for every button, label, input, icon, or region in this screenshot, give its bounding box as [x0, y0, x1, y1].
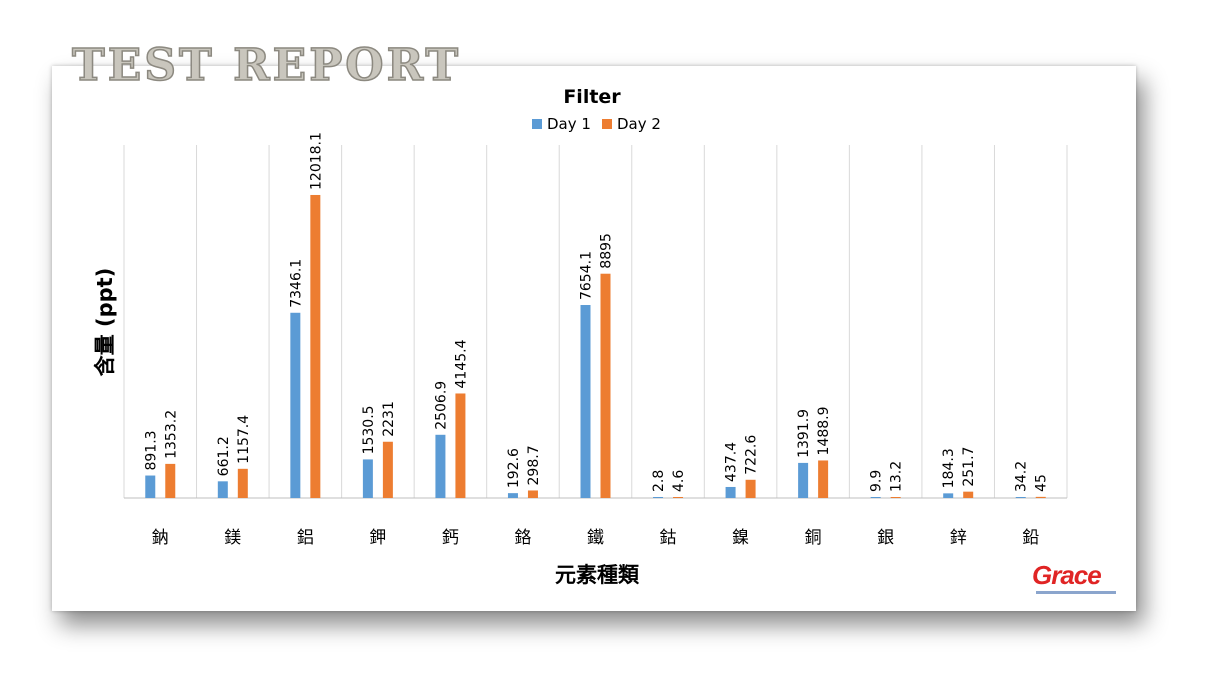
bar-day1	[725, 486, 736, 498]
gridlines	[123, 145, 1068, 499]
watermark-text: TEST REPORT	[71, 39, 462, 92]
value-label: 437.4	[724, 442, 740, 482]
value-label: 13.2	[889, 461, 905, 492]
value-label: 1353.2	[163, 410, 179, 459]
value-labels: 891.3 1353.2 661.2 1157.4 7346.1 12018.1 1530.…	[143, 132, 1049, 492]
value-label: 8895	[599, 233, 615, 269]
value-label: 1157.4	[236, 415, 252, 464]
legend: Day 1 Day 2	[532, 115, 661, 133]
value-label: 2231	[381, 401, 397, 437]
bar-day1	[290, 312, 301, 498]
value-label: 891.3	[143, 430, 159, 470]
category-labels: 鈉鎂鋁鉀鈣鉻鐵鈷鎳銅銀鋅鉛	[152, 528, 1039, 548]
value-label: 1488.9	[816, 406, 832, 455]
category-label: 鉛	[1022, 528, 1039, 548]
category-label: 鎂	[224, 528, 241, 548]
value-label: 2506.9	[433, 381, 449, 430]
value-label: 34.2	[1014, 461, 1030, 492]
bar-day1	[798, 462, 809, 498]
bar-day2	[600, 273, 611, 498]
bar-day2	[310, 194, 321, 498]
bar-day1	[217, 481, 228, 498]
category-label: 鐵	[587, 528, 604, 548]
bars	[145, 194, 1046, 498]
value-label: 298.7	[526, 445, 542, 485]
value-label: 251.7	[961, 447, 977, 487]
value-label: 184.3	[941, 448, 957, 488]
bar-day2	[165, 463, 176, 498]
legend-label: Day 2	[617, 115, 661, 133]
chart-title: Filter	[563, 86, 621, 108]
category-label: 鋁	[297, 528, 314, 548]
bar-day2	[237, 468, 248, 498]
bar-day2	[455, 393, 466, 498]
category-label: 鋅	[950, 528, 967, 548]
bar-day2	[1035, 496, 1046, 498]
value-label: 4145.4	[453, 339, 469, 388]
value-label: 12018.1	[308, 132, 324, 190]
category-label: 銀	[877, 528, 894, 548]
value-label: 1530.5	[361, 405, 377, 454]
bar-day1	[580, 305, 591, 498]
value-label: 45	[1034, 474, 1050, 492]
bar-day2	[745, 479, 756, 498]
legend-label: Day 1	[547, 115, 591, 133]
value-label: 7346.1	[288, 259, 304, 308]
legend-swatch	[532, 119, 542, 129]
category-label: 鈣	[442, 528, 459, 548]
x-axis-title: 元素種類	[555, 563, 640, 587]
value-label: 1391.9	[796, 409, 812, 458]
category-label: 銅	[805, 528, 822, 548]
bar-day1	[507, 493, 518, 498]
value-label: 722.6	[744, 435, 760, 475]
value-label: 4.6	[671, 470, 687, 492]
grace-logo: Grace	[1032, 560, 1120, 600]
value-label: 192.6	[506, 448, 522, 488]
bar-day1	[145, 475, 156, 498]
bar-day1	[1015, 497, 1026, 498]
value-label: 661.2	[216, 436, 232, 476]
bar-day2	[890, 497, 901, 498]
bar-day2	[527, 490, 538, 498]
category-label: 鈷	[660, 528, 677, 548]
value-label: 7654.1	[579, 251, 595, 300]
bar-day1	[362, 459, 373, 498]
category-label: 鎳	[732, 528, 749, 548]
legend-swatch	[602, 119, 612, 129]
bar-day1	[653, 497, 664, 498]
value-label: 2.8	[651, 470, 667, 492]
bar-day2	[963, 491, 974, 498]
bar-day2	[673, 497, 684, 498]
chart-card	[52, 66, 1136, 611]
bar-day2	[382, 441, 393, 498]
category-label: 鈉	[152, 528, 169, 548]
logo-text: Grace	[1032, 560, 1102, 590]
bar-day1	[435, 434, 446, 498]
bar-day2	[818, 460, 829, 498]
category-label: 鉀	[369, 528, 386, 548]
logo-tagline-icon	[1036, 591, 1116, 594]
category-label: 鉻	[514, 528, 531, 548]
value-label: 9.9	[869, 470, 885, 492]
bar-day1	[943, 493, 954, 498]
bar-day1	[870, 497, 881, 498]
y-axis-title: 含量 (ppt)	[93, 268, 117, 377]
